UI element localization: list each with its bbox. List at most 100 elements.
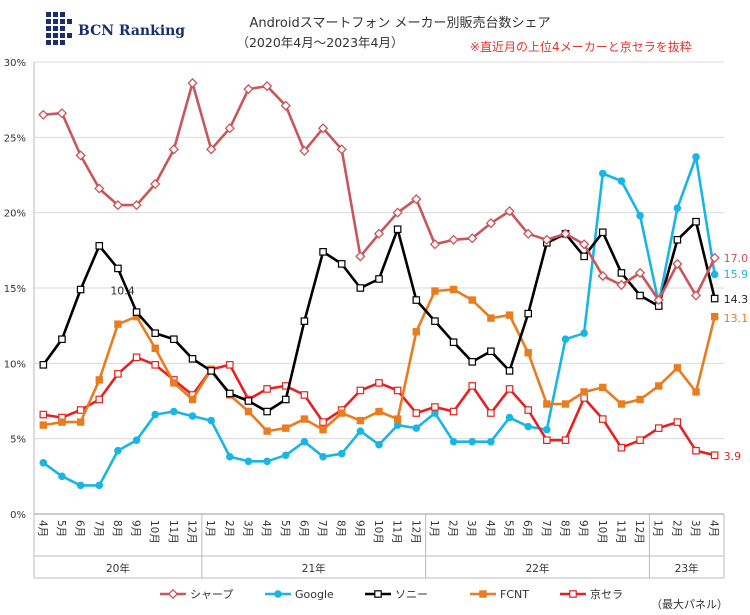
data-point: [282, 424, 290, 432]
data-point: [356, 416, 365, 425]
data-point: [393, 421, 402, 429]
series-4: [39, 353, 719, 460]
data-point: [338, 409, 346, 417]
data-point: [151, 344, 159, 352]
data-point: [505, 413, 514, 422]
x-tick-label: 6月: [297, 520, 309, 537]
data-point: [636, 291, 644, 300]
data-point: [710, 294, 719, 303]
data-point: [616, 279, 627, 291]
data-point: [39, 410, 48, 419]
data-point: [151, 410, 160, 419]
data-point: [412, 409, 421, 417]
data-point: [207, 367, 215, 375]
data-point: [319, 425, 327, 434]
x-tick-label: 4月: [36, 520, 48, 537]
x-tick-label: 12月: [409, 520, 421, 544]
data-point: [485, 218, 497, 229]
data-point: [114, 370, 122, 378]
data-point: [95, 376, 103, 384]
data-point: [299, 145, 310, 157]
data-point: [281, 451, 290, 460]
data-point: [487, 314, 495, 322]
data-point: [261, 80, 273, 92]
data-point: [300, 317, 309, 325]
data-point: [375, 440, 383, 449]
data-point: [673, 235, 682, 244]
data-point: [274, 590, 282, 598]
data-point: [39, 421, 48, 429]
data-point: [319, 452, 327, 461]
data-point: [206, 144, 217, 155]
data-point: [336, 144, 347, 155]
data-point: [598, 228, 607, 237]
data-point: [617, 443, 626, 452]
data-point: [673, 418, 682, 426]
data-point: [449, 338, 458, 347]
data-point: [543, 400, 551, 408]
x-tick-label: 4月: [708, 520, 720, 537]
chart-legend: シャープ Google ソニー FCNT 京セラ: [160, 587, 623, 601]
data-point: [524, 406, 532, 414]
x-tick-label: 1月: [204, 520, 216, 537]
legend-item: シャープ: [160, 588, 233, 601]
x-tick-label: 2月: [670, 520, 682, 537]
data-point: [560, 228, 571, 239]
data-point: [580, 329, 588, 338]
x-tick-label: 10月: [596, 520, 608, 544]
x-tick-label: 10月: [372, 520, 384, 544]
data-point: [356, 284, 365, 292]
data-point: [131, 200, 142, 211]
x-tick-label: 4月: [484, 520, 496, 537]
x-tick-label: 3月: [689, 520, 701, 537]
data-point: [375, 407, 383, 416]
x-tick-label: 1月: [428, 520, 440, 537]
x-tick-label: 11月: [614, 520, 626, 544]
x-tick-label: 1月: [652, 520, 664, 537]
data-point: [505, 311, 514, 319]
data-point: [151, 361, 160, 369]
x-tick-label: 2月: [447, 520, 459, 537]
data-point: [710, 312, 719, 321]
data-point: [95, 395, 104, 404]
data-point: [263, 385, 271, 393]
data-point: [524, 422, 532, 431]
y-tick-label: 30%: [4, 58, 26, 69]
footer-note: （最大パネル）: [651, 598, 728, 611]
data-point: [76, 418, 85, 426]
data-point: [636, 211, 644, 220]
data-point: [94, 183, 105, 194]
legend-item: Google: [265, 588, 334, 601]
series-0: [38, 77, 720, 306]
year-label: 22年: [526, 562, 550, 575]
data-point: [39, 361, 48, 369]
data-point: [487, 347, 495, 356]
x-tick-label: 12月: [186, 520, 198, 544]
data-point: [392, 207, 403, 218]
data-point: [524, 309, 532, 318]
data-point: [655, 382, 663, 390]
data-point: [39, 458, 48, 467]
data-point: [300, 391, 309, 399]
data-point: [244, 457, 253, 466]
data-point: [58, 472, 66, 481]
data-point: [561, 335, 570, 344]
year-label: 21年: [302, 562, 326, 575]
data-point: [375, 379, 383, 387]
x-tick-label: 7月: [540, 520, 552, 537]
x-tick-label: 11月: [391, 520, 403, 544]
y-tick-label: 15%: [4, 284, 26, 295]
legend-item: FCNT: [470, 588, 529, 601]
data-point: [319, 418, 327, 426]
data-point: [132, 353, 141, 362]
x-tick-label: 2月: [223, 520, 235, 537]
data-point: [541, 234, 552, 245]
data-point: [281, 395, 290, 404]
y-tick-label: 0%: [10, 510, 26, 521]
data-point: [429, 239, 441, 250]
data-point: [617, 177, 626, 185]
y-axis: 0% 5% 10% 15% 20% 25% 30%: [4, 58, 26, 521]
data-point: [95, 481, 104, 490]
data-point: [58, 418, 66, 426]
